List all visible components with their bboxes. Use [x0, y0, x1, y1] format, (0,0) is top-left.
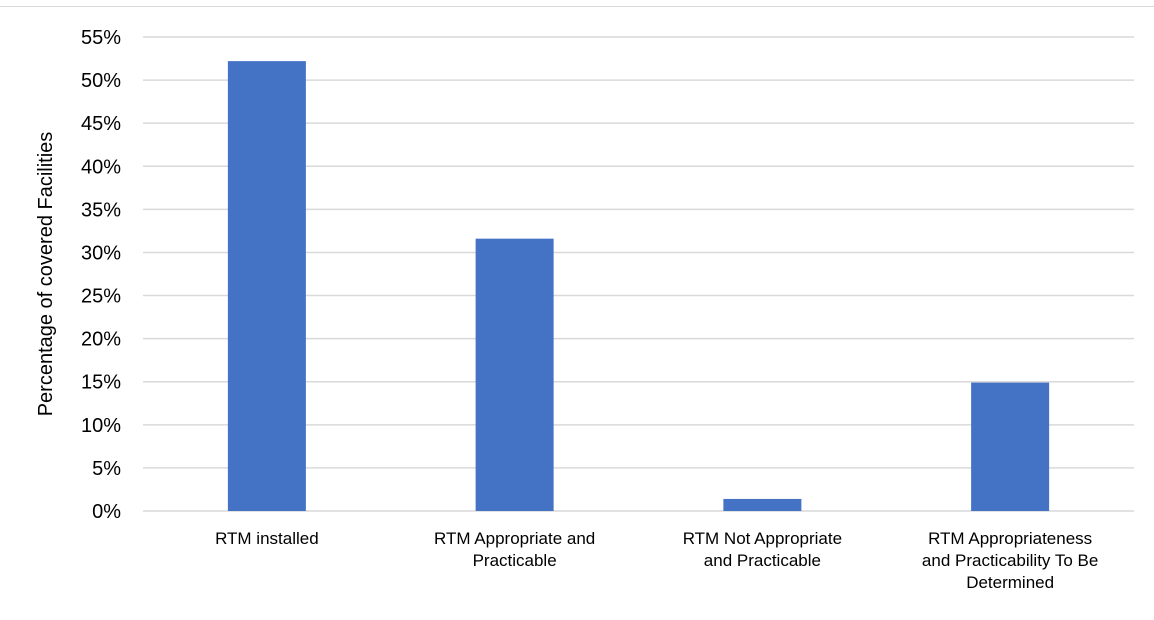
y-tick-label: 0% — [92, 501, 121, 523]
y-axis-ticks: 0% 5% 10% 15% 20% 25% 30% 35% 40% 45% 50% 55% — [81, 27, 121, 523]
bar — [723, 498, 802, 511]
y-tick-label: 50% — [81, 70, 121, 92]
chart-frame-top-border — [0, 6, 1154, 7]
y-tick-label: 5% — [92, 458, 121, 480]
y-tick-label: 20% — [81, 329, 121, 351]
y-tick-label: 30% — [81, 242, 121, 264]
x-tick-label: RTM Appropriateness and Practicability To… — [922, 529, 1098, 592]
bar — [475, 238, 554, 511]
y-tick-label: 35% — [81, 199, 121, 221]
x-tick-label: RTM installed — [215, 529, 319, 548]
bar — [971, 382, 1050, 511]
bars — [227, 61, 1050, 511]
bar — [227, 61, 306, 511]
y-axis-label: Percentage of covered Facilities — [35, 132, 57, 417]
y-tick-label: 40% — [81, 156, 121, 178]
y-tick-label: 45% — [81, 113, 121, 135]
x-tick-label: RTM Not Appropriate and Practicable — [683, 529, 842, 570]
y-tick-label: 55% — [81, 27, 121, 49]
y-tick-label: 10% — [81, 415, 121, 437]
x-tick-label: RTM Appropriate and Practicable — [434, 529, 595, 570]
gridlines — [143, 36, 1134, 512]
x-axis-ticks: RTM installed RTM Appropriate and Practica… — [215, 529, 1098, 592]
y-tick-label: 25% — [81, 286, 121, 308]
y-tick-label: 15% — [81, 372, 121, 394]
